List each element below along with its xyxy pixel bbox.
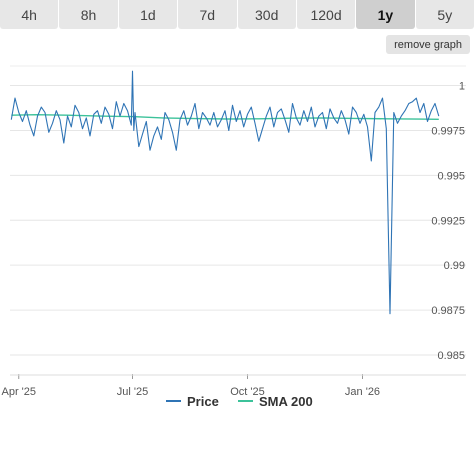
y-tick-label: 0.9925 bbox=[431, 215, 465, 227]
range-tab-1d[interactable]: 1d bbox=[118, 0, 178, 29]
time-range-tabs: 4h 8h 1d 7d 30d 120d 1y 5y bbox=[0, 0, 474, 29]
series-line-price bbox=[10, 70, 440, 315]
grid-lines bbox=[10, 65, 466, 356]
range-tab-7d[interactable]: 7d bbox=[178, 0, 237, 29]
range-tab-1y[interactable]: 1y bbox=[356, 0, 415, 29]
legend-item-sma-200[interactable]: SMA 200 bbox=[238, 394, 313, 409]
range-tab-5y[interactable]: 5y bbox=[415, 0, 474, 29]
range-tab-120d[interactable]: 120d bbox=[296, 0, 356, 29]
range-tab-8h[interactable]: 8h bbox=[59, 0, 118, 29]
legend[interactable]: Price SMA 200 bbox=[166, 394, 313, 409]
remove-graph-button[interactable]: remove graph bbox=[386, 35, 470, 54]
series-lines bbox=[10, 70, 440, 315]
x-axis-tick-labels: Apr '25 Jul '25 Oct '25 Jan '26 bbox=[1, 374, 466, 398]
legend-label: Price bbox=[187, 394, 219, 409]
series-line-sma-200 bbox=[11, 114, 439, 120]
range-tab-4h[interactable]: 4h bbox=[0, 0, 59, 29]
legend-item-price[interactable]: Price bbox=[166, 394, 219, 409]
x-tick-label: Apr '25 bbox=[1, 386, 36, 398]
x-tick-label: Jan '26 bbox=[345, 386, 380, 398]
price-chart: 0.985 0.9875 0.99 0.9925 0.995 0.9975 1 Apr '2… bbox=[1, 65, 466, 409]
y-axis-tick-labels: 0.985 0.9875 0.99 0.9925 0.995 0.9975 1 bbox=[431, 81, 465, 362]
y-tick-label: 0.99 bbox=[444, 260, 465, 272]
legend-label: SMA 200 bbox=[259, 394, 313, 409]
x-tick-label: Oct '25 bbox=[230, 386, 265, 398]
y-tick-label: 0.995 bbox=[437, 170, 465, 182]
y-tick-label: 0.9975 bbox=[431, 125, 465, 137]
y-tick-label: 1 bbox=[459, 81, 465, 93]
y-tick-label: 0.9875 bbox=[431, 305, 465, 317]
x-tick-label: Jul '25 bbox=[117, 386, 148, 398]
y-tick-label: 0.985 bbox=[437, 350, 465, 362]
range-tab-30d[interactable]: 30d bbox=[237, 0, 296, 29]
